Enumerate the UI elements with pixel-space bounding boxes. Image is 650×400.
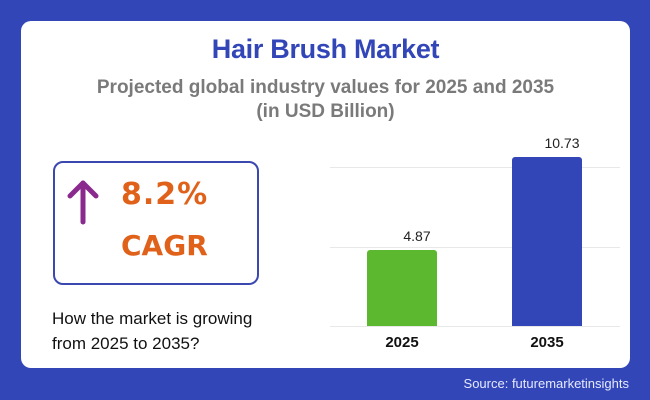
question-line-1: How the market is growing: [52, 309, 253, 328]
arrow-up-icon: [67, 180, 99, 225]
bar-value-label-2035: 10.73: [544, 135, 580, 151]
growth-question: How the market is growing from 2025 to 2…: [52, 306, 312, 356]
infographic-card: Hair Brush Market Projected global indus…: [21, 21, 630, 368]
bar-value-label-2025: 4.87: [403, 228, 431, 244]
gridline: [330, 167, 620, 168]
baseline: [330, 326, 620, 327]
question-line-2: from 2025 to 2035?: [52, 334, 200, 353]
cagr-box: 8.2% CAGR: [53, 161, 259, 285]
x-label-2035: 2035: [530, 334, 564, 351]
bar-chart: 4.87 10.73 2025 2035: [330, 121, 620, 361]
source-credit: Source: futuremarketinsights: [463, 376, 629, 391]
bar-2025: [367, 250, 437, 326]
gridline: [330, 247, 620, 248]
x-label-2025: 2025: [385, 334, 419, 351]
cagr-label: CAGR: [121, 229, 208, 262]
subtitle-line-2: (in USD Billion): [256, 101, 395, 122]
cagr-value: 8.2%: [121, 177, 209, 212]
subtitle-line-1: Projected global industry values for 202…: [96, 77, 555, 98]
subtitle: Projected global industry values for 202…: [21, 76, 630, 124]
page-title: Hair Brush Market: [211, 34, 440, 64]
bar-2035: [512, 157, 582, 326]
